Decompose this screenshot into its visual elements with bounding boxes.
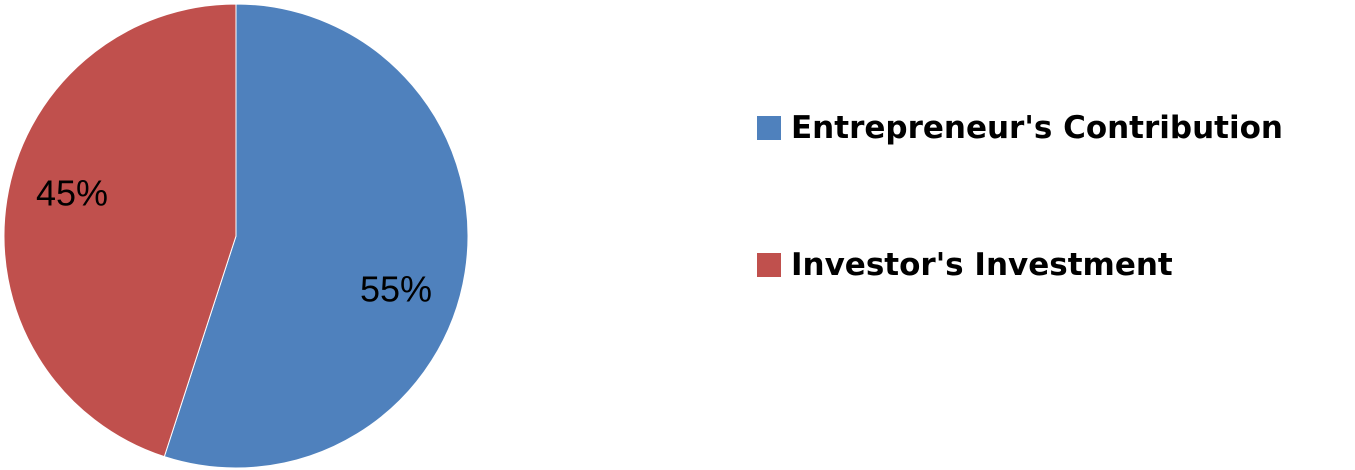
pie-slice-investor (3, 3, 237, 458)
legend-item-investor: Investor's Investment (757, 247, 1173, 283)
pie-slice-entrepreneur (163, 3, 469, 469)
pie-data-labels: 55% 45% (36, 173, 432, 310)
legend-label: Entrepreneur's Contribution (791, 110, 1283, 146)
data-label-entrepreneur: 55% (360, 269, 432, 310)
pie-slices (3, 3, 469, 469)
legend-swatch (757, 116, 781, 140)
legend-label: Investor's Investment (791, 247, 1173, 283)
chart-legend: Entrepreneur's Contribution Investor's In… (757, 110, 1283, 283)
data-label-investor: 45% (36, 173, 108, 214)
legend-item-entrepreneur: Entrepreneur's Contribution (757, 110, 1283, 146)
legend-swatch (757, 253, 781, 277)
